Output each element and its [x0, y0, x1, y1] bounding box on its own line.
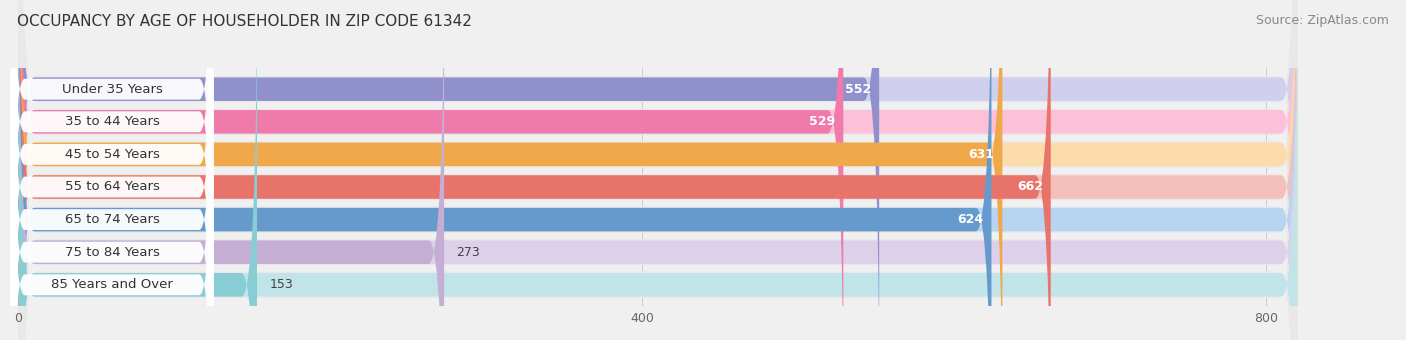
FancyBboxPatch shape	[18, 0, 1002, 340]
FancyBboxPatch shape	[18, 0, 1298, 340]
FancyBboxPatch shape	[11, 0, 214, 340]
Text: 153: 153	[270, 278, 294, 291]
Text: 45 to 54 Years: 45 to 54 Years	[65, 148, 159, 161]
Text: Under 35 Years: Under 35 Years	[62, 83, 163, 96]
FancyBboxPatch shape	[18, 0, 1298, 340]
FancyBboxPatch shape	[18, 0, 1298, 340]
FancyBboxPatch shape	[18, 0, 1050, 340]
FancyBboxPatch shape	[11, 2, 214, 340]
Text: 529: 529	[810, 115, 835, 128]
FancyBboxPatch shape	[11, 0, 214, 340]
Text: 85 Years and Over: 85 Years and Over	[51, 278, 173, 291]
FancyBboxPatch shape	[18, 0, 1298, 340]
Text: 552: 552	[845, 83, 872, 96]
FancyBboxPatch shape	[18, 0, 1298, 340]
Text: 631: 631	[969, 148, 994, 161]
FancyBboxPatch shape	[18, 0, 991, 340]
FancyBboxPatch shape	[18, 0, 1298, 340]
FancyBboxPatch shape	[18, 0, 257, 340]
FancyBboxPatch shape	[18, 0, 1298, 340]
Text: 65 to 74 Years: 65 to 74 Years	[65, 213, 159, 226]
FancyBboxPatch shape	[11, 0, 214, 340]
FancyBboxPatch shape	[18, 0, 1298, 340]
Text: 624: 624	[957, 213, 984, 226]
FancyBboxPatch shape	[11, 0, 214, 340]
Text: 35 to 44 Years: 35 to 44 Years	[65, 115, 159, 128]
Text: 662: 662	[1017, 181, 1043, 193]
Text: 75 to 84 Years: 75 to 84 Years	[65, 246, 159, 259]
Text: 55 to 64 Years: 55 to 64 Years	[65, 181, 159, 193]
FancyBboxPatch shape	[11, 0, 214, 340]
FancyBboxPatch shape	[18, 0, 1298, 340]
Text: Source: ZipAtlas.com: Source: ZipAtlas.com	[1256, 14, 1389, 27]
FancyBboxPatch shape	[18, 0, 1298, 340]
FancyBboxPatch shape	[18, 0, 1298, 340]
FancyBboxPatch shape	[18, 0, 1298, 340]
Text: 273: 273	[457, 246, 481, 259]
Text: OCCUPANCY BY AGE OF HOUSEHOLDER IN ZIP CODE 61342: OCCUPANCY BY AGE OF HOUSEHOLDER IN ZIP C…	[17, 14, 472, 29]
FancyBboxPatch shape	[18, 0, 444, 340]
FancyBboxPatch shape	[18, 0, 1298, 340]
FancyBboxPatch shape	[18, 0, 1298, 340]
FancyBboxPatch shape	[18, 0, 844, 340]
FancyBboxPatch shape	[11, 0, 214, 340]
FancyBboxPatch shape	[18, 0, 879, 340]
